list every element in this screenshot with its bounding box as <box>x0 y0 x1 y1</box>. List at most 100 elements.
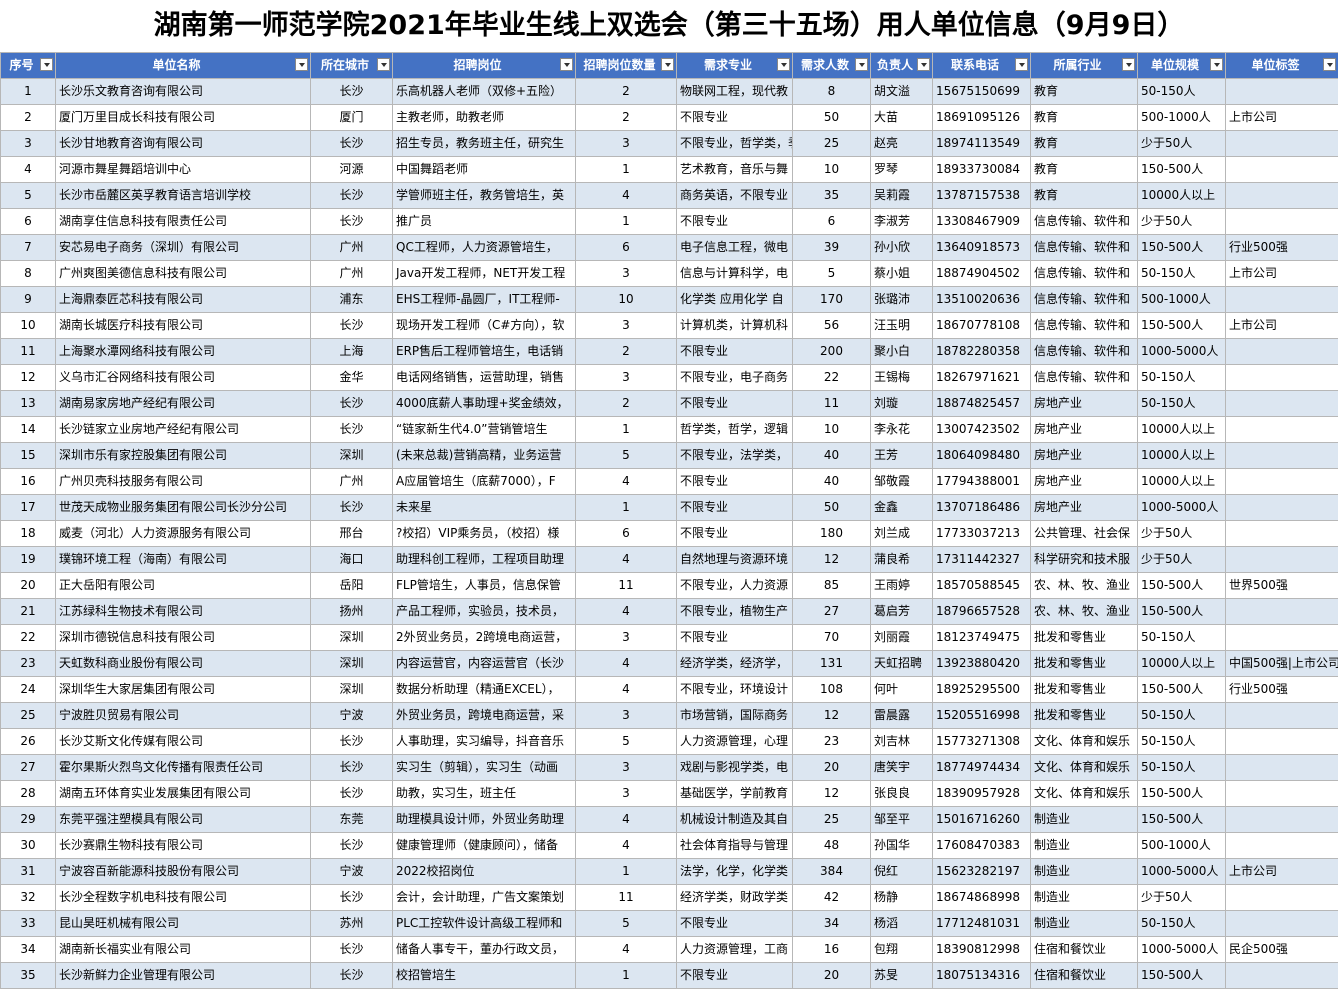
column-header-text: 单位名称 <box>152 58 201 72</box>
cell: 行业500强 <box>1225 234 1338 261</box>
cell: 18933730084 <box>932 156 1031 183</box>
cell: 150-500人 <box>1137 806 1226 833</box>
cell: 9 <box>0 286 56 313</box>
cell: 不限专业，法学类， <box>676 442 793 469</box>
cell: 住宿和餐饮业 <box>1030 962 1138 989</box>
cell: 机械设计制造及其自 <box>676 806 793 833</box>
cell: 11 <box>575 884 677 911</box>
cell: 深圳 <box>310 624 393 651</box>
filter-button[interactable] <box>295 58 308 71</box>
cell: 1 <box>575 156 677 183</box>
column-header: 所属行业 <box>1030 52 1138 79</box>
cell: 浦东 <box>310 286 393 313</box>
cell: 长沙赛鼎生物科技有限公司 <box>55 832 311 859</box>
cell: 刘吉林 <box>870 728 933 755</box>
cell: 3 <box>575 754 677 781</box>
cell: 电话网络销售，运营助理，销售 <box>392 364 576 391</box>
cell: 131 <box>792 650 871 677</box>
filter-button[interactable] <box>777 58 790 71</box>
table-row: 11 上海聚水潭网络科技有限公司 上海 ERP售后工程师管培生，电话销 2 不限专业 200… <box>0 338 1338 365</box>
cell: 长沙 <box>310 312 393 339</box>
cell: 50-150人 <box>1137 702 1226 729</box>
cell: 王芳 <box>870 442 933 469</box>
cell: 房地产业 <box>1030 468 1138 495</box>
cell: 化学类 应用化学 自 <box>676 286 793 313</box>
cell: 外贸业务员，跨境电商运营，采 <box>392 702 576 729</box>
cell: 17794388001 <box>932 468 1031 495</box>
cell: 扬州 <box>310 598 393 625</box>
cell: 上市公司 <box>1225 104 1338 131</box>
table-row: 21 江苏绿科生物技术有限公司 扬州 产品工程师，实验员，技术员， 4 不限专业，植物生产… <box>0 598 1338 625</box>
table-row: 29 东莞平强注塑模具有限公司 东莞 助理模具设计师，外贸业务助理 4 机械设计制造及其自… <box>0 806 1338 833</box>
cell: 1 <box>575 416 677 443</box>
cell: 唐笑宇 <box>870 754 933 781</box>
cell: 不限专业 <box>676 624 793 651</box>
cell: 12 <box>0 364 56 391</box>
cell: 1000-5000人 <box>1137 858 1226 885</box>
cell: 3 <box>0 130 56 157</box>
cell: 8 <box>0 260 56 287</box>
filter-button[interactable] <box>40 58 53 71</box>
cell: 长沙 <box>310 884 393 911</box>
cell: 璞锦环境工程（海南）有限公司 <box>55 546 311 573</box>
filter-button[interactable] <box>917 58 930 71</box>
cell: 500-1000人 <box>1137 832 1226 859</box>
cell: 10000人以上 <box>1137 650 1226 677</box>
filter-button[interactable] <box>661 58 674 71</box>
filter-button[interactable] <box>377 58 390 71</box>
cell: 13 <box>0 390 56 417</box>
cell: 40 <box>792 442 871 469</box>
filter-button[interactable] <box>855 58 868 71</box>
cell: 6 <box>575 520 677 547</box>
cell: 东莞平强注塑模具有限公司 <box>55 806 311 833</box>
filter-button[interactable] <box>1015 58 1028 71</box>
cell: 经济学类，经济学， <box>676 650 793 677</box>
cell: 信息传输、软件和 <box>1030 364 1138 391</box>
cell: 物联网工程，现代教 <box>676 78 793 105</box>
cell: 长沙 <box>310 832 393 859</box>
cell: 广州 <box>310 468 393 495</box>
cell <box>1225 364 1338 391</box>
cell: 深圳市德锐信息科技有限公司 <box>55 624 311 651</box>
cell: 上海聚水潭网络科技有限公司 <box>55 338 311 365</box>
cell: 108 <box>792 676 871 703</box>
cell: 河源 <box>310 156 393 183</box>
table-row: 18 威麦（河北）人力资源服务有限公司 邢台 ?校招）VIP乘务员，（校招）様 6 不限专… <box>0 520 1338 547</box>
cell: 30 <box>0 832 56 859</box>
cell: 4 <box>575 468 677 495</box>
cell: 不限专业，环境设计 <box>676 676 793 703</box>
column-header: 负责人 <box>870 52 933 79</box>
cell: 10 <box>792 416 871 443</box>
table-row: 26 长沙艾斯文化传媒有限公司 长沙 人事助理，实习编导，抖音音乐 5 人力资源管理，心理… <box>0 728 1338 755</box>
table-row: 32 长沙全程数字机电科技有限公司 长沙 会计，会计助理，广告文案策划 11 经济学类，财… <box>0 884 1338 911</box>
cell: 少于50人 <box>1137 546 1226 573</box>
table: 序号 单位名称 所在城市 招聘岗位 招聘岗位数量 需求专业 需求人数 负责人 联系电话 所属行业 单… <box>0 52 1338 989</box>
cell: 不限专业，人力资源 <box>676 572 793 599</box>
cell: 25 <box>0 702 56 729</box>
cell: 市场营销，国际商务 <box>676 702 793 729</box>
column-header: 单位标签 <box>1225 52 1338 79</box>
cell: 苏旻 <box>870 962 933 989</box>
cell: 1 <box>575 858 677 885</box>
cell: 15623282197 <box>932 858 1031 885</box>
cell: 长沙 <box>310 494 393 521</box>
table-row: 3 长沙甘地教育咨询有限公司 长沙 招生专员，教务班主任，研究生 3 不限专业，哲学类，季… <box>0 130 1338 157</box>
cell: 6 <box>792 208 871 235</box>
table-row: 14 长沙链家立业房地产经纪有限公司 长沙 “链家新生代4.0”营销管培生 1 哲学类，哲… <box>0 416 1338 443</box>
cell: 13007423502 <box>932 416 1031 443</box>
filter-button[interactable] <box>1122 58 1135 71</box>
filter-button[interactable] <box>560 58 573 71</box>
filter-button[interactable] <box>1323 58 1336 71</box>
table-row: 13 湖南易家房地产经纪有限公司 长沙 4000底薪人事助理+奖金绩效， 2 不限专业 11… <box>0 390 1338 417</box>
cell: 13640918573 <box>932 234 1031 261</box>
cell: 正大岳阳有限公司 <box>55 572 311 599</box>
cell: 3 <box>575 364 677 391</box>
cell: 信息传输、软件和 <box>1030 312 1138 339</box>
cell: 深圳华生大家居集团有限公司 <box>55 676 311 703</box>
cell: 18075134316 <box>932 962 1031 989</box>
cell: 上海鼎泰匠芯科技有限公司 <box>55 286 311 313</box>
cell: 11 <box>792 390 871 417</box>
filter-button[interactable] <box>1210 58 1223 71</box>
cell: 杨滔 <box>870 910 933 937</box>
cell: 1 <box>575 962 677 989</box>
